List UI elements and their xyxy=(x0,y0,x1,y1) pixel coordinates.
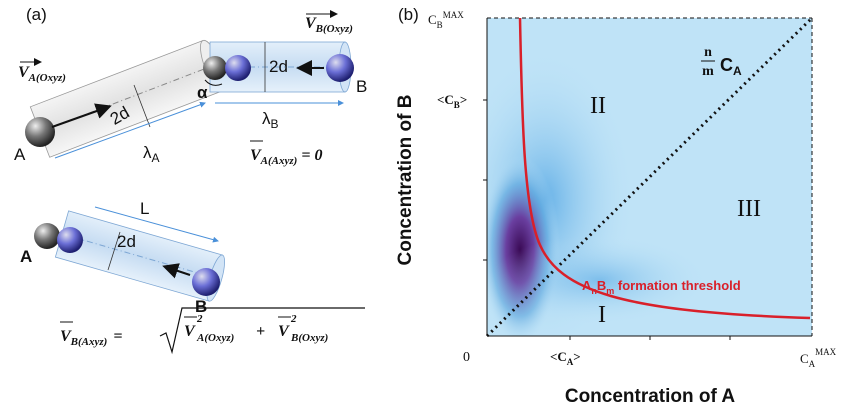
text-part: A(Oxyz) xyxy=(28,72,66,84)
text-part: m xyxy=(606,286,614,296)
text-part: B xyxy=(271,117,279,131)
sphere-label: B xyxy=(356,77,367,96)
threshold-label: AnBm formation threshold xyxy=(582,278,741,296)
vector-label: VB(Oxyz) xyxy=(305,15,353,35)
svg-text:VB(Axyz)=: VB(Axyz) = xyxy=(60,328,122,348)
text-part: V xyxy=(184,323,196,340)
length-label: λB xyxy=(262,109,279,131)
text-part: formation threshold xyxy=(614,278,740,293)
text-part: A(Oxyz) xyxy=(196,332,234,344)
dimension-line xyxy=(107,231,121,271)
text-part: = 0 xyxy=(301,147,322,164)
x-tick-label: CA MAX xyxy=(800,347,837,369)
origin-label: 0 xyxy=(463,350,470,365)
length-label: L xyxy=(140,199,149,218)
y-tick-label: <CB> xyxy=(437,92,467,110)
sphere xyxy=(25,117,55,147)
diagonal-label: n m CA xyxy=(701,45,742,79)
diameter-label: 2d xyxy=(269,57,288,76)
text-part: A xyxy=(582,278,592,293)
text-part: C xyxy=(428,12,437,27)
sphere xyxy=(57,227,83,253)
velocity-arrow xyxy=(51,103,112,128)
region-label: I xyxy=(598,302,606,328)
text-part: V xyxy=(60,328,72,345)
text-part: A xyxy=(152,151,160,165)
svg-text:CA: CA xyxy=(720,55,742,78)
angle-label: α xyxy=(197,83,208,102)
text-part: 2 xyxy=(290,313,297,325)
text-part: A(Axyz) xyxy=(260,155,298,167)
panel-label: (b) xyxy=(398,5,419,24)
length-label: λA xyxy=(143,143,160,165)
x-tick-label: <CA> xyxy=(550,349,581,367)
text-part: A xyxy=(567,357,574,367)
text-part: V xyxy=(305,15,317,32)
text-part: λ xyxy=(143,143,152,162)
text-part: B(Axyz) xyxy=(70,336,108,348)
sphere xyxy=(225,55,251,81)
text-part: > xyxy=(573,349,580,364)
length-arrow xyxy=(94,206,219,243)
text-part: > xyxy=(460,92,467,107)
y-axis-title: Concentration of B xyxy=(395,95,416,266)
text-part: B(Oxyz) xyxy=(315,23,353,35)
text-part: MAX xyxy=(443,10,465,20)
sphere-label: A xyxy=(20,247,32,266)
diameter-label: 2d xyxy=(117,232,136,251)
text-part: 2 xyxy=(196,313,203,325)
diagonal xyxy=(485,16,814,338)
text-part: V xyxy=(278,323,290,340)
sphere-label: A xyxy=(14,145,26,164)
velocity-arrow xyxy=(162,263,191,279)
sphere xyxy=(326,54,354,82)
length-arrow xyxy=(54,101,206,159)
region-label: II xyxy=(590,93,606,119)
text-part: <C xyxy=(550,349,567,364)
text-part: = xyxy=(113,328,122,345)
text-part: <C xyxy=(437,92,454,107)
dimension-line xyxy=(133,84,151,128)
text-part: V xyxy=(250,147,262,164)
equation: VA(Axyz) = 0 xyxy=(250,147,322,167)
region-label: III xyxy=(737,196,761,222)
angle-arc xyxy=(204,79,223,86)
text-part: B xyxy=(597,278,606,293)
text-part: B xyxy=(454,100,460,110)
sphere xyxy=(192,268,220,296)
text-part: m xyxy=(702,64,714,79)
threshold-curve xyxy=(518,17,811,320)
text-part: A xyxy=(733,64,742,78)
text-part: A xyxy=(809,359,816,369)
heatmap xyxy=(487,18,812,336)
sphere xyxy=(34,223,60,249)
text-part: C xyxy=(720,55,733,75)
panel-label: (a) xyxy=(26,5,47,24)
text-part: C xyxy=(800,351,809,366)
x-axis-title: Concentration of A xyxy=(565,386,736,407)
sphere-label: B xyxy=(195,297,207,316)
y-tick-label: CBMAX xyxy=(428,10,464,30)
text-part: n xyxy=(591,286,597,296)
text-part: V xyxy=(18,64,30,81)
equation: VB(Axyz) = V 2 A(Oxyz) + V 2 B(Oxyz) xyxy=(60,307,365,355)
text-part: n xyxy=(704,45,712,60)
sphere xyxy=(203,56,227,80)
text-part: + xyxy=(256,323,265,340)
text-part: B xyxy=(437,20,443,30)
text-part: MAX xyxy=(815,347,837,357)
text-part: B(Oxyz) xyxy=(290,332,328,344)
ticks xyxy=(483,99,731,340)
text-part: λ xyxy=(262,109,271,128)
vector-label: VA(Oxyz) xyxy=(18,64,66,84)
